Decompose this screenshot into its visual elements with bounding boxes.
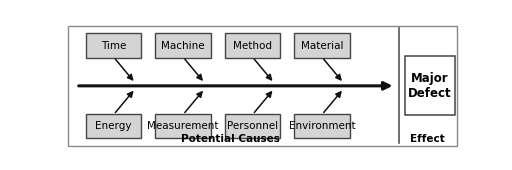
FancyBboxPatch shape <box>68 26 457 146</box>
Text: Energy: Energy <box>95 121 132 131</box>
Text: Material: Material <box>301 41 343 51</box>
Text: Machine: Machine <box>161 41 205 51</box>
FancyBboxPatch shape <box>225 114 280 138</box>
Text: Major
Defect: Major Defect <box>408 72 452 100</box>
Text: Time: Time <box>101 41 126 51</box>
Text: Environment: Environment <box>289 121 355 131</box>
Text: Personnel: Personnel <box>227 121 278 131</box>
FancyBboxPatch shape <box>406 56 455 115</box>
FancyBboxPatch shape <box>294 114 350 138</box>
Text: Measurement: Measurement <box>147 121 219 131</box>
Text: Effect: Effect <box>410 134 444 144</box>
FancyBboxPatch shape <box>225 33 280 58</box>
Text: Potential Causes: Potential Causes <box>181 134 280 144</box>
FancyBboxPatch shape <box>86 33 141 58</box>
FancyBboxPatch shape <box>294 33 350 58</box>
Text: Method: Method <box>233 41 272 51</box>
FancyBboxPatch shape <box>155 33 211 58</box>
FancyBboxPatch shape <box>155 114 211 138</box>
FancyBboxPatch shape <box>86 114 141 138</box>
